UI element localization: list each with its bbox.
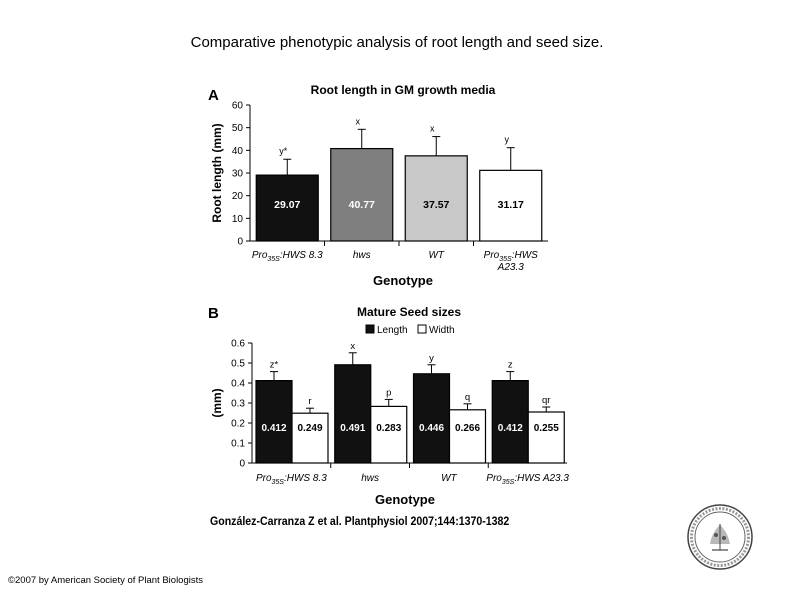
- panel-b-value-label: 0.249: [297, 423, 322, 434]
- panel-b-ytick-label: 0.5: [231, 359, 245, 370]
- panel-b-value-label: 0.491: [340, 423, 365, 434]
- panel-b-significance-letter: z: [508, 360, 513, 371]
- panel-a-xlabel: Genotype: [373, 273, 433, 288]
- panel-a-category-label: Pro35S:HWS: [484, 250, 538, 263]
- panel-a-significance-letter: y*: [279, 146, 288, 156]
- panel-b-category-label: Pro35S:HWS A23.3: [486, 473, 569, 486]
- panel-b-significance-letter: p: [386, 387, 391, 398]
- panel-a-ytick-label: 60: [232, 101, 244, 112]
- panel-b-value-label: 0.283: [376, 423, 401, 434]
- panel-b-value-label: 0.446: [419, 423, 444, 434]
- panel-a-ytick-label: 20: [232, 191, 244, 202]
- panel-a-ytick-label: 10: [232, 214, 244, 225]
- panel-b-ytick-label: 0.4: [231, 379, 245, 390]
- panel-a-bar: [479, 169, 543, 242]
- legend-swatch-width: [417, 324, 427, 334]
- panel-b-value-label: 0.255: [534, 423, 559, 434]
- panel-a-category-label: WT: [428, 250, 444, 261]
- panel-b-category-label: WT: [441, 473, 457, 484]
- citation: González-Carranza Z et al. Plantphysiol …: [210, 516, 510, 528]
- panel-a-value-label: 31.17: [498, 199, 524, 211]
- panel-b-category-label: Pro35S:HWS 8.3: [256, 473, 327, 486]
- panel-a-bar: [404, 155, 468, 242]
- panel-b-significance-letter: y: [429, 353, 434, 364]
- panel-b-title: Mature Seed sizes: [357, 305, 461, 319]
- panel-a-title: Root length in GM growth media: [311, 83, 496, 97]
- legend-label-length: Length: [377, 325, 408, 336]
- copyright: ©2007 by American Society of Plant Biolo…: [8, 575, 203, 586]
- panel-b-bar-length: [334, 364, 372, 464]
- panel-a-ytick-label: 50: [232, 123, 244, 134]
- panel-b-ytick-label: 0.3: [231, 399, 245, 410]
- panel-a-value-label: 40.77: [349, 199, 375, 211]
- panel-b-bar-length: [255, 380, 293, 464]
- panel-b-letter: B: [208, 305, 219, 322]
- panel-a-value-label: 29.07: [274, 199, 300, 211]
- panel-b-bar-width: [527, 411, 565, 464]
- panel-b-significance-letter: r: [308, 396, 311, 407]
- panel-b-ytick-label: 0.6: [231, 339, 245, 350]
- panel-a-value-label: 37.57: [423, 199, 449, 211]
- panel-a-ytick-label: 30: [232, 169, 244, 180]
- panel-a-category-label: hws: [353, 250, 371, 261]
- panel-a-bar: [330, 147, 394, 242]
- panel-b-bar-width: [291, 412, 329, 464]
- panel-b-bar-length: [412, 373, 451, 464]
- panel-a-category-label: Pro35S:HWS 8.3: [252, 250, 323, 263]
- panel-b-significance-letter: z*: [270, 360, 279, 371]
- panel-b-value-label: 0.266: [455, 423, 480, 434]
- aspb-seal-logo: [687, 504, 753, 570]
- slide-title: Comparative phenotypic analysis of root …: [190, 34, 604, 51]
- panel-b-category-label: hws: [361, 473, 379, 484]
- panel-b-ylabel: (mm): [210, 388, 224, 417]
- panel-b-bar-length: [491, 380, 529, 464]
- panel-b-ytick-label: 0.2: [231, 419, 245, 430]
- panel-b-bar-width: [370, 405, 408, 464]
- panel-a-ylabel: Root length (mm): [210, 123, 224, 222]
- panel-a-ytick-label: 0: [237, 237, 243, 248]
- panel-a-significance-letter: y: [505, 135, 510, 145]
- legend-swatch-length: [365, 324, 375, 334]
- panel-b-ytick-label: 0: [239, 459, 245, 470]
- panel-a-letter: A: [208, 87, 219, 104]
- panel-b-value-label: 0.412: [261, 423, 286, 434]
- panel-a-significance-letter: x: [430, 124, 435, 134]
- panel-b-significance-letter: x: [350, 341, 355, 352]
- panel-b-xlabel: Genotype: [375, 492, 435, 507]
- panel-b-ytick-label: 0.1: [231, 439, 245, 450]
- panel-b-significance-letter: qr: [542, 395, 550, 406]
- panel-b-significance-letter: q: [465, 392, 470, 403]
- panel-b-value-label: 0.412: [498, 423, 523, 434]
- panel-a-bar: [255, 174, 319, 242]
- panel-a-ytick-label: 40: [232, 146, 244, 157]
- panel-a-category-label-line2: A23.3: [497, 262, 525, 273]
- legend-label-width: Width: [429, 325, 455, 336]
- panel-b-bar-width: [448, 409, 487, 464]
- panel-a-significance-letter: x: [356, 116, 361, 126]
